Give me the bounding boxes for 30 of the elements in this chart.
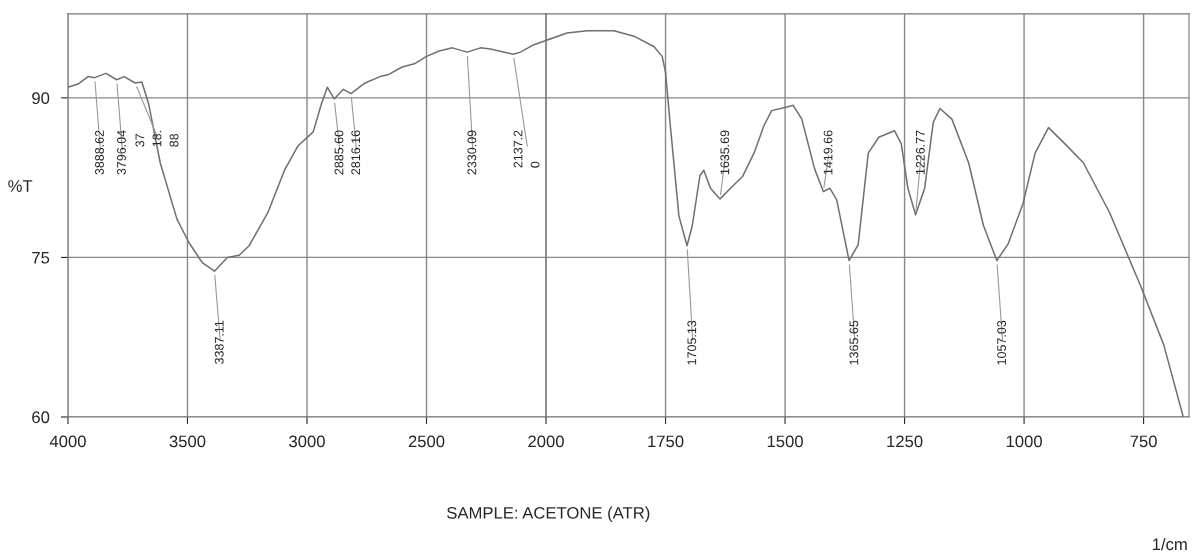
x-tick-label: 750 xyxy=(1130,435,1157,448)
y-axis-title: %T xyxy=(8,180,33,192)
x-tick-label: 4000 xyxy=(49,435,86,448)
annotation: 3387.11 xyxy=(214,320,224,364)
x-tick-label: 3000 xyxy=(289,435,325,448)
x-tick-label: 2500 xyxy=(408,435,445,448)
x-axis-title: 1/cm xyxy=(1152,537,1187,551)
annotation: 37 18. 88 xyxy=(135,131,179,147)
y-tick-label: 60 xyxy=(32,411,50,424)
annotation: 2137.2 0 xyxy=(513,130,540,168)
annotation: 1226.77 xyxy=(915,130,925,175)
annotation: 1705.13 xyxy=(687,320,697,365)
annotation: 1419.66 xyxy=(823,130,833,175)
x-tick-label: 3500 xyxy=(169,435,206,448)
text: SAMPLE: ACETONE (ATR) xyxy=(447,506,650,523)
x-tick-label: 1000 xyxy=(1006,435,1042,448)
annotation: 3888.62 xyxy=(95,130,104,175)
annotation: 2885.60 xyxy=(334,130,344,175)
x-tick-label: 1750 xyxy=(648,435,684,448)
annotation: 1635.69 xyxy=(720,130,730,175)
x-tick-label: 1250 xyxy=(887,435,923,448)
annotation: 1365.65 xyxy=(849,320,859,365)
annotation: 3796.04 xyxy=(117,130,126,175)
x-tick-label: 1500 xyxy=(767,435,803,448)
y-tick-label: 75 xyxy=(32,251,50,264)
x-tick-label: 2000 xyxy=(528,435,564,448)
annotation: 1057.03 xyxy=(997,320,1007,365)
annotation: 2330.09 xyxy=(467,130,477,175)
annotation: 2816.16 xyxy=(351,130,361,175)
y-tick-label: 90 xyxy=(32,92,50,105)
